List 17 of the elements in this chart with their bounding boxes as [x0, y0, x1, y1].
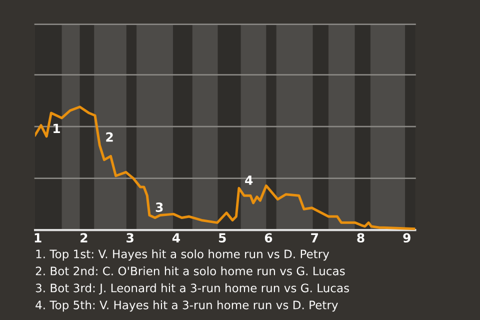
- text: 1. Top 1st: V. Hayes hit a solo home run vs D. Petry: [36, 249, 330, 261]
- x-tick-label: 3: [126, 233, 134, 243]
- x-tick-label: 9: [403, 233, 410, 243]
- annotation: 2: [106, 132, 113, 142]
- annotation: 1: [54, 124, 60, 133]
- x-tick-label: 2: [80, 233, 88, 242]
- x-tick-label: 1: [34, 233, 42, 242]
- annotation: 4: [245, 176, 253, 185]
- text: 2. Bot 2nd: C. O'Brien hit a solo home run vs G. Lucas: [36, 266, 345, 276]
- x-tick-label: 6: [264, 233, 272, 243]
- x-tick-label: 7: [311, 233, 318, 242]
- annotation: 3: [156, 202, 163, 212]
- x-tick-label: 4: [172, 233, 180, 242]
- x-tick-label: 5: [218, 233, 226, 243]
- text: 3. Bot 3rd: J. Leonard hit a 3-run home run vs G. Lucas: [36, 283, 349, 294]
- x-tick-label: 8: [357, 233, 364, 243]
- text: 4. Top 5th: V. Hayes hit a 3-run home run vs D. Petry: [36, 300, 338, 312]
